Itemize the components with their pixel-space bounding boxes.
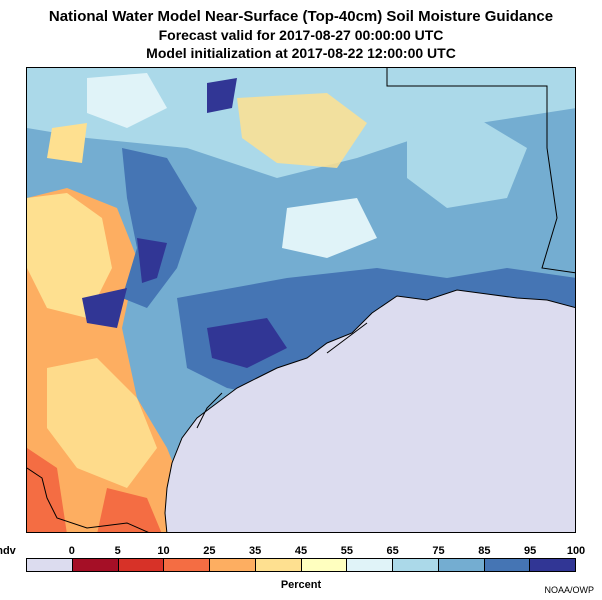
colorbar-tick-label: 10 [157,545,170,557]
colorbar [26,558,576,572]
west-very-wet-patch [82,288,127,328]
colorbar-swatch [255,559,302,571]
far-southwest-dry-patch [27,448,67,532]
international-border [27,467,149,532]
east-central-light-region [282,198,377,258]
forecast-valid-time: Forecast valid for 2017-08-27 00:00:00 U… [158,27,444,43]
coastal-very-wet-patch [207,318,287,368]
colorbar-swatch [72,559,119,571]
gulf-of-mexico [164,289,575,532]
colorbar-tick-label: 45 [294,545,308,557]
northwest-dry-patch [47,123,87,163]
colorbar-swatch [484,559,531,571]
southwest-moderate-region [47,358,157,488]
north-dry-patch [237,93,367,168]
colorbar-tick-label: 5 [114,545,121,557]
colorbar-tick-label: 55 [340,545,353,557]
colorbar-swatch [118,559,165,571]
colorbar-tick-label: 95 [524,545,537,557]
colorbar-tick-label: 25 [203,545,216,557]
south-border-dry-patch [97,488,162,532]
colorbar-tick-label: ndv [0,545,16,557]
colorbar-tick-label: 85 [478,545,491,557]
north-very-wet-patch [207,78,237,113]
colorbar-swatch [210,559,256,571]
barrier-island-line [326,322,368,354]
colorbar-tick-label: 35 [249,545,262,557]
colorbar-swatch [393,559,439,571]
map-title: National Water Model Near-Surface (Top-4… [48,8,554,25]
colorbar-unit-label: Percent [280,579,322,591]
colorbar-swatch [530,559,575,571]
colorbar-tick-label: 75 [432,545,445,557]
barrier-island-line-south [196,392,223,429]
colorbar-swatch [347,559,393,571]
colorbar-tick-label: 100 [566,545,586,557]
colorbar-swatch [438,559,485,571]
soil-moisture-map [26,67,576,533]
colorbar-swatch [27,559,73,571]
colorbar-tick-label: 65 [386,545,399,557]
west-moderate-region [27,193,112,318]
colorbar-tick-label: 0 [68,545,75,557]
credit-text: NOAA/OWP [544,585,594,595]
colorbar-swatch [301,559,348,571]
central-very-wet-patch [137,238,167,283]
state-boundary [386,68,575,274]
northwest-light-patch [87,73,167,128]
model-initialization-time: Model initialization at 2017-08-22 12:00… [146,45,456,61]
colorbar-swatch [164,559,210,571]
east-light-region [407,118,527,208]
